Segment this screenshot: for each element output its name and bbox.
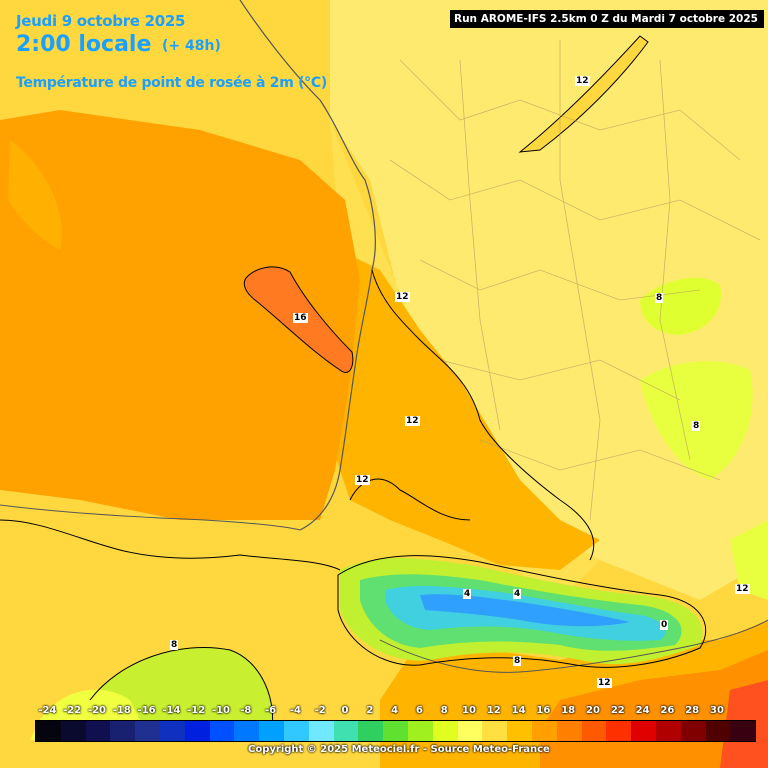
east-cool-zone-3 — [730, 520, 768, 600]
colorbar-swatch — [234, 721, 260, 741]
colorbar-tick: 2 — [366, 705, 374, 716]
colorbar-swatch — [333, 721, 359, 741]
colorbar-tick: -16 — [137, 705, 156, 716]
colorbar-tick: -24 — [38, 705, 57, 716]
colorbar-swatch — [308, 721, 334, 741]
colorbar-tick: 6 — [415, 705, 423, 716]
colorbar-swatch — [383, 721, 408, 741]
colorbar-tick: -10 — [211, 705, 231, 716]
colorbar-tick: 28 — [685, 705, 700, 716]
contour-label: 8 — [655, 293, 664, 303]
colorbar-tick: -22 — [63, 705, 82, 716]
colorbar-swatch — [631, 721, 656, 741]
colorbar-tick: 10 — [462, 705, 476, 716]
colorbar-swatch — [85, 721, 111, 741]
contour-label: 4 — [463, 589, 472, 599]
colorbar-tick: 26 — [660, 705, 675, 716]
colorbar-swatch — [358, 721, 384, 741]
colorbar-swatch — [507, 721, 532, 741]
colorbar-tick: 24 — [635, 705, 650, 716]
run-info: Run AROME-IFS 2.5km 0 Z du Mardi 7 octob… — [450, 10, 764, 28]
copyright: Copyright © 2025 Meteociel.fr - Source M… — [248, 744, 550, 755]
atlantic-coastline — [239, 0, 376, 531]
colorbar-swatch — [556, 721, 582, 741]
south-warm-band — [330, 250, 600, 570]
colorbar-swatch — [283, 721, 309, 741]
colorbar-tick: -20 — [87, 705, 107, 716]
colorbar-tick: -18 — [112, 705, 131, 716]
colorbar-tick: -8 — [240, 705, 252, 716]
forecast-offset: (+ 48h) — [162, 38, 221, 54]
ocean-swirl — [8, 140, 62, 250]
contour-label: 8 — [692, 421, 701, 431]
colorbar-swatch — [457, 721, 483, 741]
colorbar-tick: 0 — [341, 705, 349, 716]
colorbar-tick: 14 — [511, 705, 526, 716]
colorbar-tick: 30 — [710, 705, 724, 716]
colorbar-swatch — [581, 721, 607, 741]
cool-inland-zone — [330, 0, 768, 600]
colorbar-swatch — [209, 721, 235, 741]
admin-borders — [389, 40, 761, 521]
colorbar-swatch — [110, 721, 136, 741]
contour-label: 12 — [597, 678, 612, 688]
colorbar-swatch — [482, 721, 508, 741]
contour-12-lines — [0, 269, 595, 571]
colorbar-tick: 22 — [610, 705, 625, 716]
contour-label: 4 — [513, 589, 522, 599]
contour-label: 12 — [355, 475, 370, 485]
colorbar-swatch — [259, 721, 284, 741]
forecast-time: 2:00 locale — [16, 32, 152, 57]
colorbar-tick: -6 — [265, 705, 277, 716]
contour-label: 12 — [575, 76, 590, 86]
colorbar-swatch — [36, 721, 61, 741]
colorbar-tick: -14 — [162, 705, 181, 716]
colorbar-tick: 8 — [440, 705, 448, 716]
colorbar-tick: -12 — [187, 705, 206, 716]
spain-coastline — [0, 504, 301, 531]
colorbar-swatch — [184, 721, 210, 741]
atlantic-zone — [0, 110, 360, 520]
contour-label: 16 — [293, 313, 308, 323]
contour-label: 12 — [735, 584, 750, 594]
colorbar-swatch — [705, 721, 731, 741]
colorbar-swatch — [407, 721, 433, 741]
colorbar-swatch — [655, 721, 681, 741]
colorbar-tick: 18 — [561, 705, 576, 716]
colorbar-swatch — [531, 721, 557, 741]
contour-label: 12 — [395, 292, 410, 302]
colorbar-swatch — [730, 721, 756, 741]
colorbar-swatch — [606, 721, 632, 741]
colorbar-tick-labels: -24 -22 -20 -18 -16 -14 -12 -10 -8 -6 -4 -2 0 2 4 6 8 10 1… — [22, 705, 746, 719]
colorbar-swatch — [60, 721, 86, 741]
colorbar-tick: 16 — [536, 705, 551, 716]
colorbar-tick: -4 — [289, 705, 301, 716]
contour-label: 8 — [170, 640, 179, 650]
alps-coldest-zone — [420, 594, 630, 627]
variable-title: Température de point de rosée à 2m (°C) — [16, 75, 327, 91]
colorbar-tick: 4 — [391, 705, 399, 716]
iberia-contour-8 — [89, 646, 274, 741]
forecast-date: Jeudi 9 octobre 2025 — [16, 12, 186, 30]
colorbar-swatch — [432, 721, 458, 741]
contour-label: 8 — [513, 656, 522, 666]
colorbar-swatch — [680, 721, 706, 741]
colorbar-tick: -2 — [314, 705, 326, 716]
colorbar — [35, 720, 757, 742]
colorbar-tick: 12 — [486, 705, 501, 716]
contour-label: 0 — [660, 620, 669, 630]
east-cool-zone-2 — [640, 361, 753, 480]
contour-label: 12 — [405, 416, 420, 426]
colorbar-swatch — [135, 721, 160, 741]
colorbar-swatch — [159, 721, 185, 741]
colorbar-tick: 20 — [586, 705, 600, 716]
alps-contour-8 — [337, 555, 707, 668]
